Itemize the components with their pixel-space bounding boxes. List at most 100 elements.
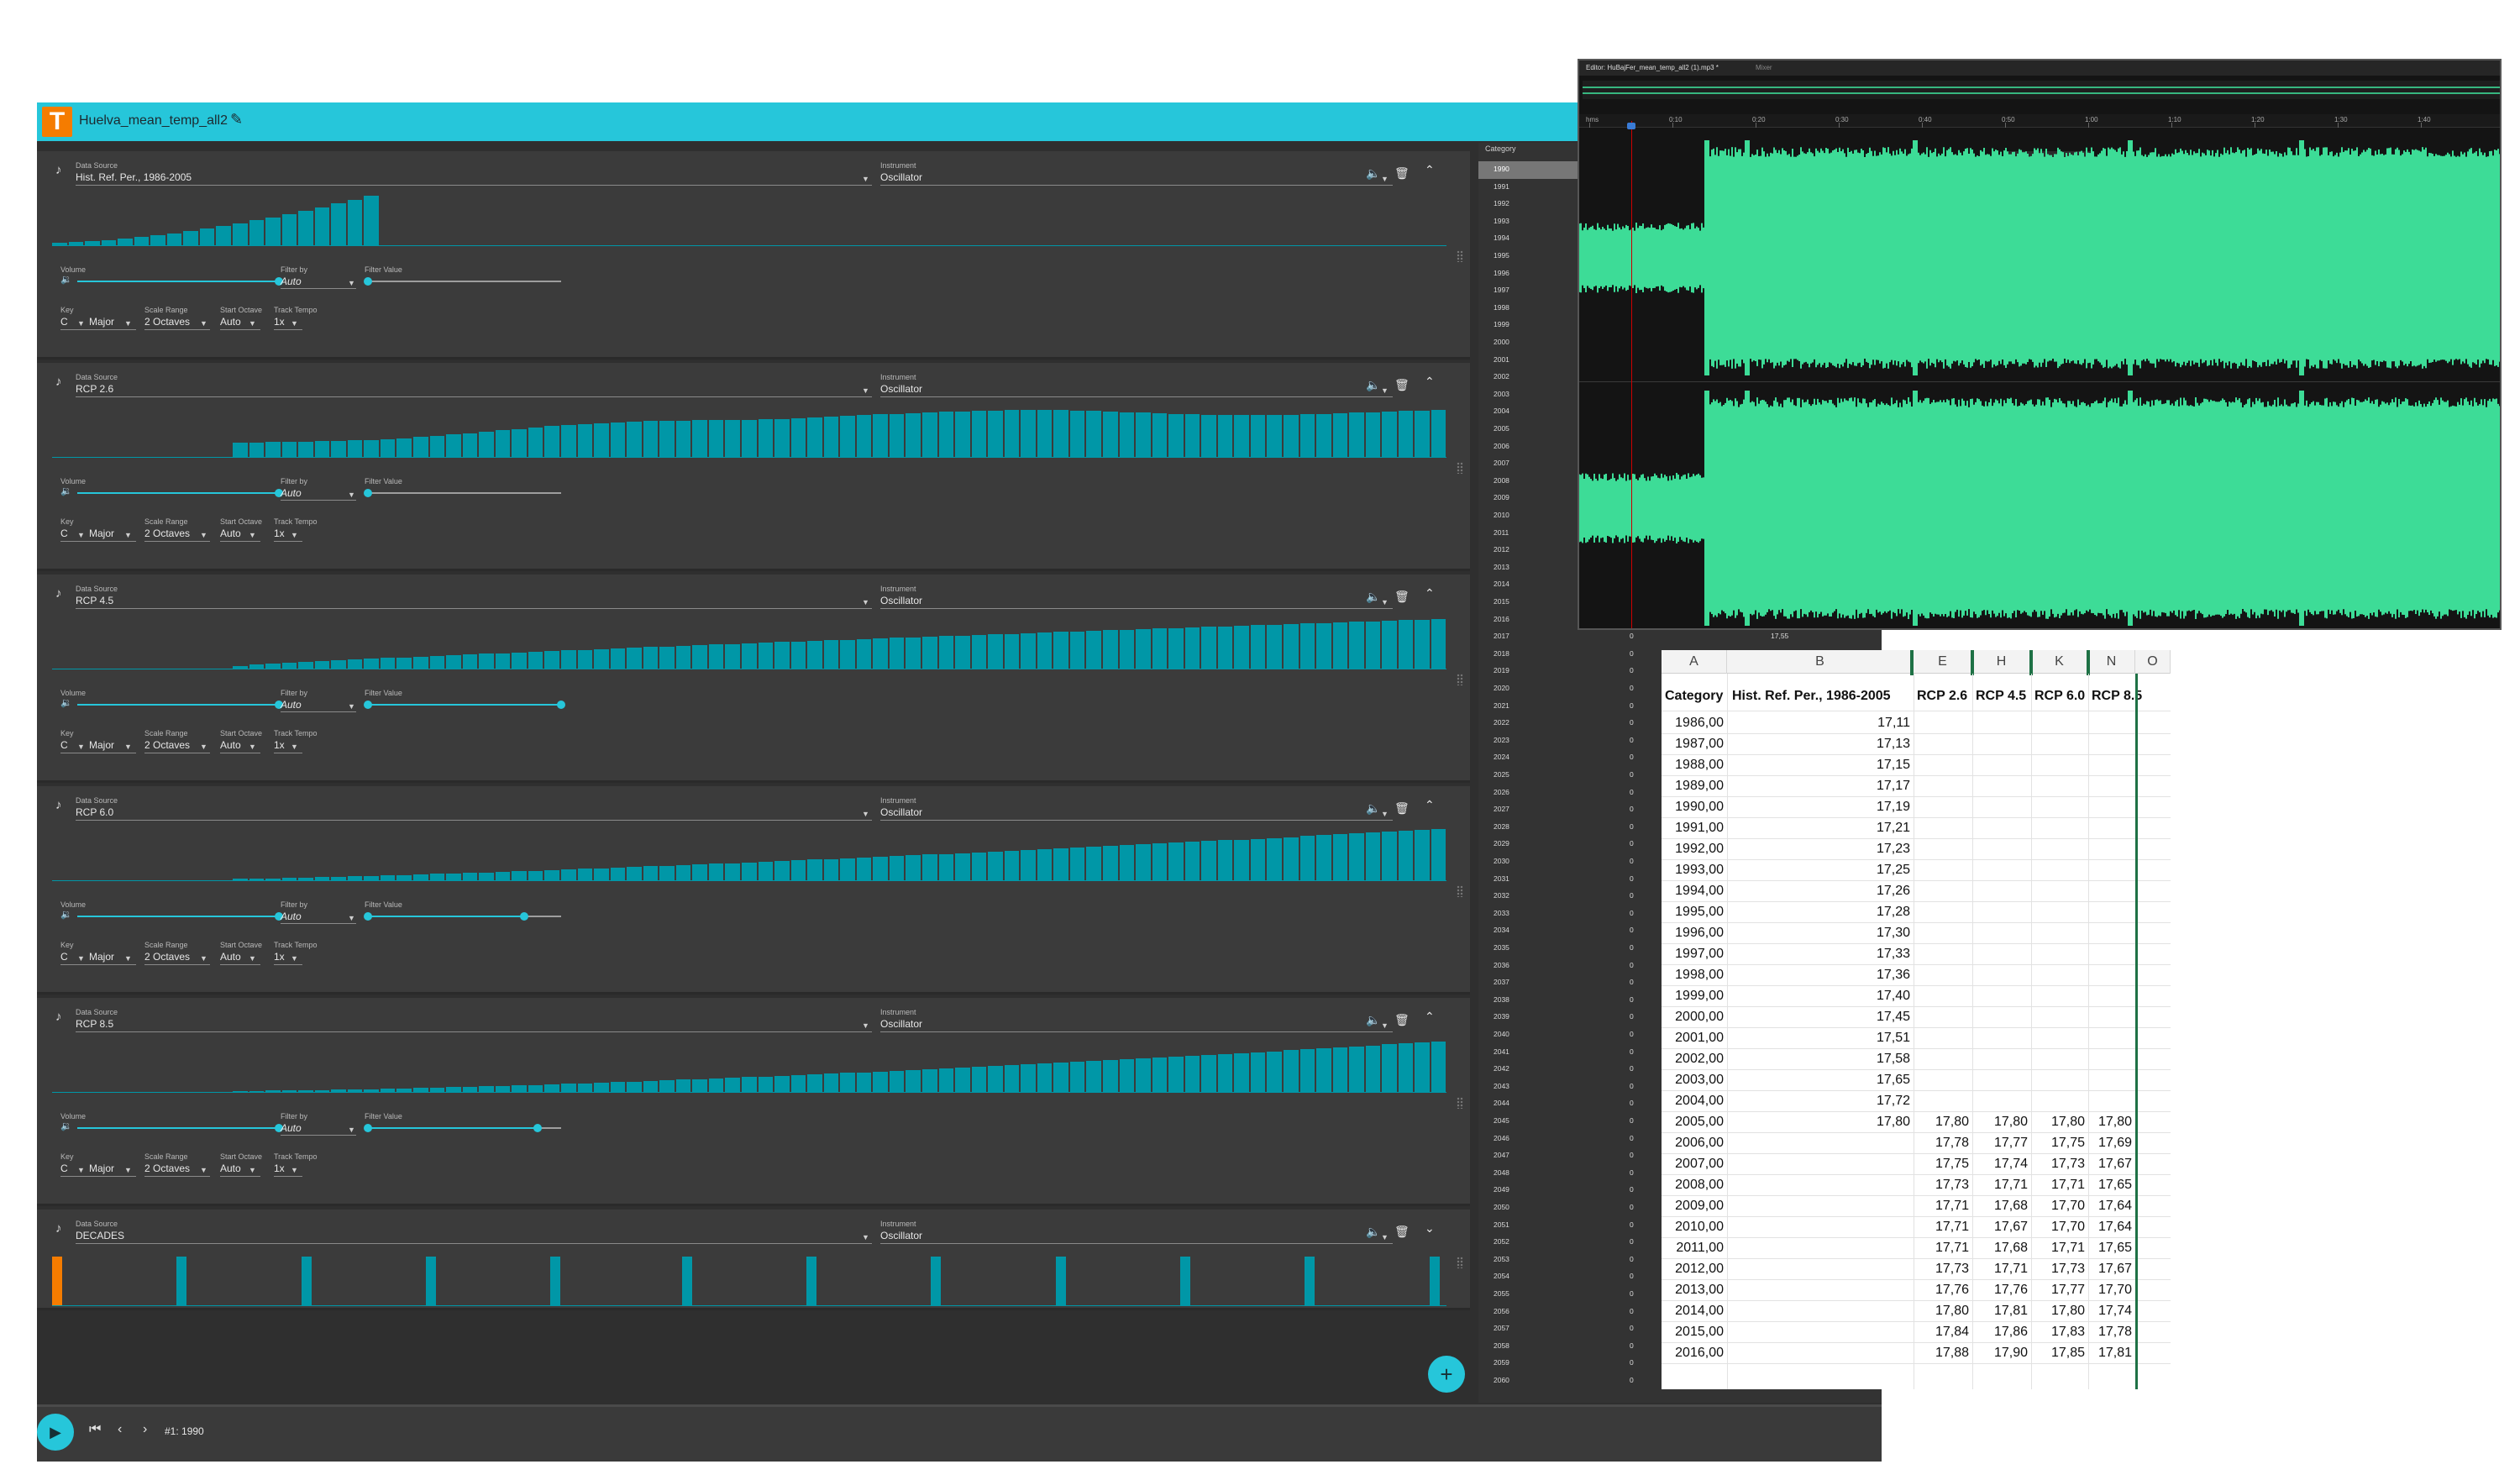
category-row[interactable]: 2031 [1494,874,1509,883]
filter-value-range[interactable] [368,1127,538,1129]
key-select[interactable]: C [60,951,68,963]
category-cell[interactable]: 2002,00 [1675,1052,1724,1066]
value-cell[interactable]: 17,71 [1935,1241,1969,1255]
header-cell[interactable]: RCP 2.6 [1917,689,1968,703]
value-cell[interactable]: 17,73 [1935,1262,1969,1276]
category-cell[interactable]: 1988,00 [1675,758,1724,772]
value-cell[interactable]: 17,85 [2050,1346,2085,1360]
category-row[interactable]: 2009 [1494,493,1509,502]
track-tempo-dropdown-icon[interactable]: ▼ [291,1166,298,1174]
value-cell[interactable]: 17,70 [2050,1199,2085,1213]
category-cell[interactable]: 2008,00 [1675,1178,1724,1192]
speaker-icon[interactable]: 🔈 [1366,378,1381,391]
filter-by-dropdown-icon[interactable]: ▼ [348,491,355,499]
column-header[interactable]: N [2088,650,2135,674]
category-row[interactable]: 2037 [1494,978,1509,987]
edit-title-icon[interactable]: ✎ [230,111,244,128]
track-tempo-select[interactable]: 1x [274,316,285,328]
value-cell[interactable]: 17,81 [2097,1346,2132,1360]
collapse-icon[interactable]: ⌃ [1425,375,1435,388]
drag-handle-icon[interactable] [1457,1097,1463,1109]
category-row[interactable]: 2058 [1494,1341,1509,1350]
category-cell[interactable]: 1991,00 [1675,821,1724,835]
value-cell[interactable]: 17,69 [2097,1136,2132,1150]
volume-icon[interactable]: 🔉 [60,1121,72,1131]
category-row[interactable]: 2018 [1494,648,1509,658]
volume-slider-track[interactable] [77,916,279,917]
start-octave-dropdown-icon[interactable]: ▼ [249,954,256,963]
scale-range-dropdown-icon[interactable]: ▼ [200,743,207,751]
value-cell[interactable]: 17,83 [2050,1325,2085,1339]
category-cell[interactable]: 2003,00 [1675,1073,1724,1087]
drag-handle-icon[interactable] [1457,462,1463,474]
track-tempo-select[interactable]: 1x [274,739,285,751]
tab-editor[interactable]: Editor: HuBajFer_mean_temp_all2 (1).mp3 … [1586,64,1719,71]
category-cell[interactable]: 1989,00 [1675,779,1724,793]
data-source-dropdown-icon[interactable]: ▼ [862,175,869,183]
value-cell[interactable]: 17,77 [1993,1136,2028,1150]
volume-slider-thumb[interactable] [275,701,283,709]
category-cell[interactable]: 1996,00 [1675,926,1724,940]
category-row[interactable]: 2016 [1494,614,1509,623]
scale-range-select[interactable]: 2 Octaves [144,739,191,751]
category-row[interactable]: 2060 [1494,1376,1509,1384]
data-source-select[interactable]: Hist. Ref. Per., 1986-2005 [76,171,192,183]
value-cell[interactable]: 17,30 [1876,926,1910,940]
category-row[interactable]: 1995 [1494,251,1509,260]
value-cell[interactable]: 17,80 [1993,1115,2028,1129]
category-cell[interactable]: 2007,00 [1675,1157,1724,1171]
scale-dropdown-icon[interactable]: ▼ [124,954,132,963]
value-cell[interactable]: 17,70 [2097,1283,2132,1297]
key-select[interactable]: C [60,1162,68,1174]
value-cell[interactable]: 17,76 [1935,1283,1969,1297]
instrument-select[interactable]: Oscillator [880,383,923,395]
filter-value-range[interactable] [368,704,561,706]
value-cell[interactable]: 17,73 [1935,1178,1969,1192]
category-cell[interactable]: 1997,00 [1675,947,1724,961]
category-row[interactable]: 2029 [1494,839,1509,848]
column-header[interactable]: H [1972,650,2031,674]
instrument-dropdown-icon[interactable]: ▼ [1381,175,1389,183]
category-row[interactable]: 2023 [1494,735,1509,744]
category-row[interactable]: 2010 [1494,511,1509,519]
category-cell[interactable]: 2016,00 [1675,1346,1724,1360]
track-tempo-dropdown-icon[interactable]: ▼ [291,954,298,963]
previous-icon[interactable]: ‹ [118,1422,123,1436]
scale-range-dropdown-icon[interactable]: ▼ [200,319,207,328]
category-cell[interactable]: 2012,00 [1675,1262,1724,1276]
value-cell[interactable]: 17,15 [1876,758,1910,772]
value-cell[interactable]: 17,78 [1935,1136,1969,1150]
waveform-channel-1[interactable] [1579,136,2502,380]
value-cell[interactable]: 17,21 [1876,821,1910,835]
value-cell[interactable]: 17,73 [2050,1262,2085,1276]
instrument-dropdown-icon[interactable]: ▼ [1381,1021,1389,1030]
data-source-dropdown-icon[interactable]: ▼ [862,386,869,395]
category-row[interactable]: 2036 [1494,960,1509,969]
category-row[interactable]: 2027 [1494,805,1509,814]
filter-value-min-thumb[interactable] [364,489,372,497]
data-source-select[interactable]: RCP 8.5 [76,1018,114,1030]
tab-mixer[interactable]: Mixer [1756,64,1772,71]
value-cell[interactable]: 17,64 [2097,1199,2132,1213]
time-ruler[interactable]: hms 0:10 0:20 0:30 0:40 0:50 1:00 1:10 1:20 1:30 1… [1579,114,2500,128]
speaker-icon[interactable]: 🔈 [1366,1013,1381,1026]
value-cell[interactable]: 17,80 [2050,1115,2085,1129]
scale-range-dropdown-icon[interactable]: ▼ [200,1166,207,1174]
value-cell[interactable]: 17,11 [1877,716,1910,730]
category-row[interactable]: 2025 [1494,770,1509,779]
category-row[interactable]: 2001 [1494,354,1509,364]
value-cell[interactable]: 17,80 [2050,1304,2085,1318]
header-cell[interactable]: Hist. Ref. Per., 1986-2005 [1732,689,1891,703]
filter-value-min-thumb[interactable] [364,912,372,921]
value-cell[interactable]: 17,84 [1935,1325,1969,1339]
category-row[interactable]: 2054 [1494,1272,1509,1281]
category-row[interactable]: 2056 [1494,1306,1509,1315]
scale-select[interactable]: Major [89,527,115,539]
value-cell[interactable]: 17,90 [1993,1346,2028,1360]
speaker-icon[interactable]: 🔈 [1366,590,1381,603]
filter-value-max-thumb[interactable] [533,1124,543,1132]
value-cell[interactable]: 17,71 [2050,1241,2085,1255]
category-row[interactable]: 2026 [1494,787,1509,796]
value-cell[interactable]: 17,40 [1876,989,1910,1003]
category-cell[interactable]: 1986,00 [1675,716,1724,730]
